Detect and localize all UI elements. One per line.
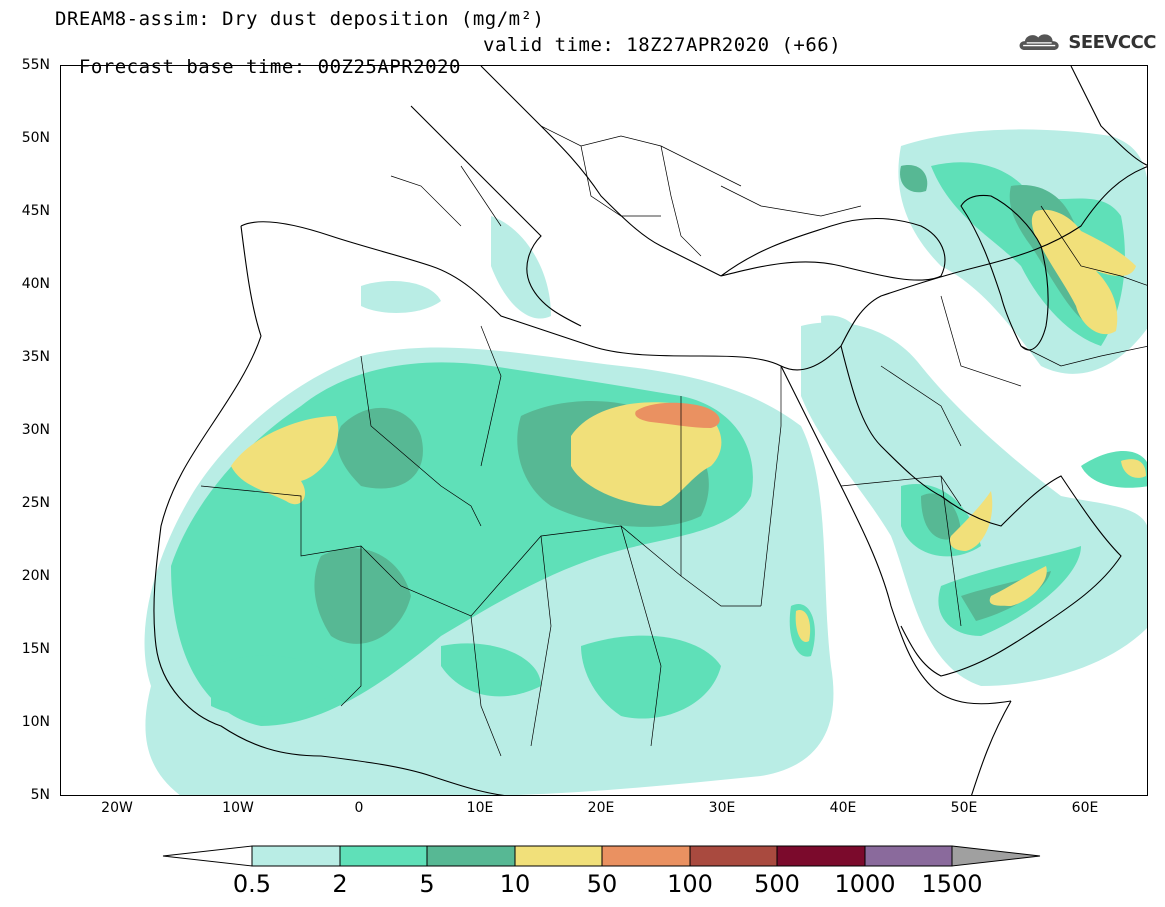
lon-tick-label: 40E	[829, 800, 857, 816]
country-borders	[200, 125, 1147, 757]
lat-tick-label: 45N	[21, 203, 50, 219]
colorbar-label: 5	[419, 870, 435, 898]
lon-tick-label: 30E	[708, 800, 736, 816]
colorbar-bin-8	[864, 845, 953, 867]
forecast-times: Forecast base time: 00Z25APR2020 valid t…	[55, 34, 841, 100]
colorbar-label: 10	[499, 870, 531, 898]
colorbar-bin-3	[426, 845, 516, 867]
colorbar-bin-4	[514, 845, 603, 867]
lat-tick-label: 50N	[21, 130, 50, 146]
lon-tick-label: 0	[354, 800, 364, 816]
logo-text: SEEVCCC	[1068, 31, 1156, 53]
lon-tick-label: 20E	[587, 800, 615, 816]
colorbar-label: 0.5	[232, 870, 272, 898]
cloud-logo-icon	[1019, 34, 1059, 51]
colorbar	[162, 845, 1041, 867]
dust-deposition-map	[60, 65, 1148, 796]
lon-tick-label: 50E	[950, 800, 978, 816]
colorbar-label: 1500	[921, 870, 983, 898]
colorbar-bin-0	[162, 845, 253, 867]
colorbar-bin-5	[601, 845, 691, 867]
colorbar-label: 50	[586, 870, 618, 898]
lat-tick-label: 5N	[30, 787, 50, 803]
lat-tick-label: 30N	[21, 422, 50, 438]
seevccc-logo: SEEVCCC	[1016, 27, 1156, 57]
colorbar-bin-7	[776, 845, 866, 867]
lon-tick-label: 10W	[222, 800, 254, 816]
base-time: Forecast base time: 00Z25APR2020	[78, 56, 461, 78]
map-canvas	[144, 66, 1147, 795]
coastlines	[153, 66, 1147, 795]
lon-tick-label: 10E	[466, 800, 494, 816]
colorbar-bin-2	[339, 845, 428, 867]
lat-tick-label: 15N	[21, 641, 50, 657]
colorbar-label: 2	[332, 870, 348, 898]
lon-tick-label: 20W	[101, 800, 133, 816]
colorbar-bin-9	[951, 845, 1041, 867]
colorbar-label: 1000	[834, 870, 896, 898]
lon-tick-label: 60E	[1071, 800, 1099, 816]
colorbar-label: 100	[667, 870, 713, 898]
dust-field-extreme	[635, 402, 720, 428]
map-title: DREAM8-assim: Dry dust deposition (mg/m²…	[55, 8, 545, 30]
lat-tick-label: 55N	[21, 57, 50, 73]
dust-field-very-high	[231, 209, 1146, 642]
colorbar-bin-6	[689, 845, 778, 867]
lat-tick-label: 40N	[21, 276, 50, 292]
lat-tick-label: 35N	[21, 349, 50, 365]
lat-tick-label: 25N	[21, 495, 50, 511]
valid-time: valid time: 18Z27APR2020 (+66)	[483, 34, 842, 56]
lat-tick-label: 10N	[21, 714, 50, 730]
colorbar-label: 500	[754, 870, 800, 898]
lat-tick-label: 20N	[21, 568, 50, 584]
colorbar-bin-1	[251, 845, 341, 867]
